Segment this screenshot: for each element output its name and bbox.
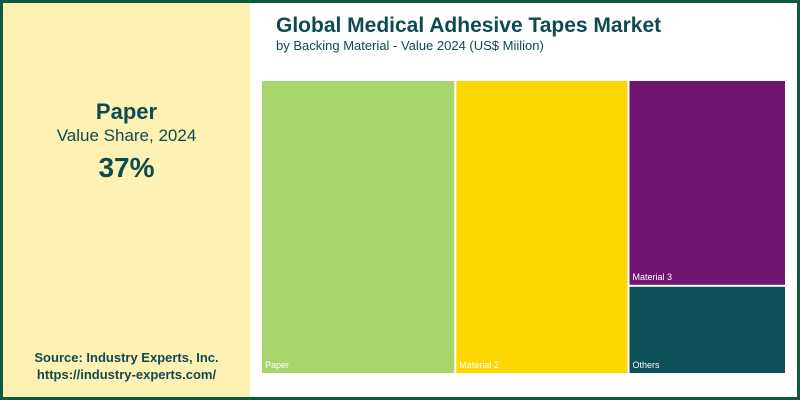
- highlight-label: Value Share, 2024: [56, 126, 197, 145]
- treemap-label-material-3: Material 3: [633, 272, 673, 282]
- highlight-value: 37%: [98, 152, 155, 183]
- treemap-tile-paper[interactable]: [262, 81, 455, 373]
- source-link[interactable]: https://industry-experts.com/: [36, 367, 217, 382]
- source-text: Source: Industry Experts, Inc.: [34, 350, 219, 365]
- treemap-tile-others[interactable]: [629, 286, 786, 373]
- treemap-tile-material-2[interactable]: [456, 81, 628, 373]
- treemap-chart: Paper Material 2 Material 3 Others: [262, 81, 786, 373]
- highlight-panel: Paper Value Share, 2024 37% Source: Indu…: [3, 3, 250, 397]
- highlight-block: Paper Value Share, 2024 37%: [3, 99, 250, 185]
- chart-subtitle: by Backing Material - Value 2024 (US$ Mi…: [276, 38, 544, 53]
- treemap-label-others: Others: [633, 360, 661, 370]
- treemap-label-paper: Paper: [265, 360, 289, 370]
- highlight-name: Paper: [95, 99, 158, 124]
- treemap-label-material-2: Material 2: [459, 360, 499, 370]
- treemap-tile-material-3[interactable]: [629, 81, 786, 285]
- source-block: Source: Industry Experts, Inc. https://i…: [3, 349, 250, 383]
- chart-title: Global Medical Adhesive Tapes Market: [276, 14, 662, 37]
